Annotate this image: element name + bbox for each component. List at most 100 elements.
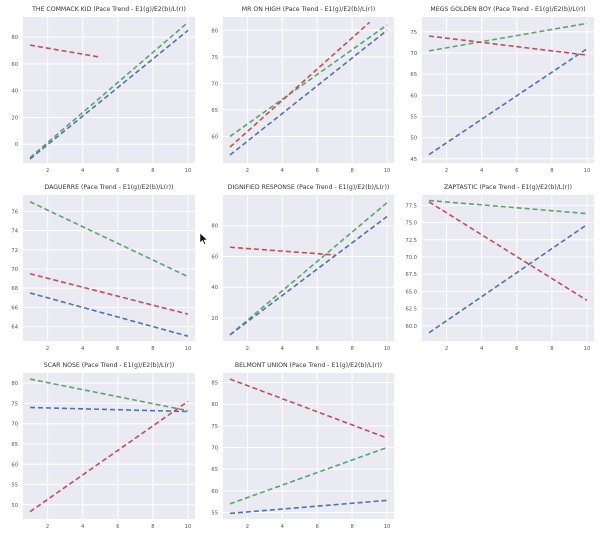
- series-line-e2: [229, 215, 388, 336]
- subplot: 2 4 6 8 10 60 65 70 75 80 MR ON HIGH (Pace Trend -…: [211, 6, 394, 174]
- y-tick-label: 75: [211, 424, 218, 430]
- plot-area: [422, 17, 594, 163]
- subplot: 2 4 6 8 10 55 60 65 70 75 80 85 BELMONT UNION (Pace …: [211, 362, 394, 530]
- subplot: 2 4 6 8 10 20 40 60 80 DIGNIFIED RESPONSE (Pace T…: [211, 184, 394, 352]
- y-tick-label: 68: [11, 286, 18, 292]
- x-tick-label: 2: [246, 346, 249, 352]
- subplot: 2 4 6 8 10 60.0 62.5 65.0 67.5 70.0 72.5 75.0 77.5 ZA…: [405, 184, 594, 352]
- x-tick-label: 8: [350, 524, 353, 530]
- x-tick-label: 8: [350, 346, 353, 352]
- series-line-e1: [229, 446, 388, 505]
- y-tick-label: 67.5: [405, 272, 417, 278]
- x-tick-label: 10: [185, 524, 192, 530]
- series-line-l: [229, 21, 371, 148]
- x-tick-label: 8: [550, 168, 553, 174]
- x-tick-label: 4: [480, 168, 484, 174]
- y-tick-label: 75.0: [405, 221, 417, 227]
- x-tick-label: 2: [445, 168, 448, 174]
- x-tick-label: 4: [480, 346, 484, 352]
- series-line-e1: [428, 199, 588, 215]
- y-tick-label: 72: [11, 248, 18, 254]
- y-tick-label: 60: [211, 134, 218, 140]
- y-tick-label: 20: [11, 115, 18, 121]
- x-tick-label: 10: [384, 346, 391, 352]
- x-tick-label: 4: [281, 524, 285, 530]
- y-tick-label: 66: [11, 305, 18, 311]
- x-tick-label: 6: [116, 346, 119, 352]
- y-tick-label: 60: [410, 93, 417, 99]
- series-line-e2: [229, 29, 388, 156]
- x-tick-label: 10: [584, 168, 591, 174]
- x-tick-label: 10: [384, 524, 391, 530]
- y-tick-label: 65.0: [405, 289, 417, 295]
- x-tick-label: 8: [350, 168, 353, 174]
- y-tick-label: 55: [410, 114, 417, 120]
- subplot-title: MR ON HIGH (Pace Trend - E1(g)/E2(b)/L(r…: [242, 6, 376, 13]
- y-tick-label: 60: [11, 462, 18, 468]
- y-tick-label: 85: [211, 381, 218, 387]
- series-line-e1: [229, 202, 388, 336]
- series-line-e1: [29, 21, 189, 159]
- y-tick-label: 55: [211, 511, 218, 517]
- subplot: 2 4 6 8 10 50 55 60 65 70 75 80 SCAR NOSE (Pace Tren…: [11, 362, 195, 530]
- series-line-l: [428, 35, 588, 56]
- y-tick-label: 77.5: [405, 203, 417, 209]
- x-tick-label: 8: [151, 168, 154, 174]
- y-tick-label: 60: [211, 489, 218, 495]
- x-tick-label: 2: [46, 524, 49, 530]
- series-line-e2: [29, 292, 189, 337]
- y-tick-label: 40: [11, 89, 18, 95]
- x-tick-label: 4: [81, 346, 85, 352]
- y-tick-label: 70: [11, 422, 18, 428]
- plot-area: [23, 373, 195, 519]
- y-tick-label: 45: [410, 157, 417, 163]
- y-tick-label: 20: [211, 316, 218, 322]
- x-tick-label: 6: [515, 346, 518, 352]
- series-line-l: [29, 272, 189, 315]
- y-tick-label: 70.0: [405, 255, 417, 261]
- y-tick-label: 75: [211, 55, 218, 61]
- y-tick-label: 80: [11, 381, 18, 387]
- y-tick-label: 70: [410, 51, 417, 57]
- y-tick-label: 70: [211, 81, 218, 87]
- y-tick-label: 62.5: [405, 307, 417, 313]
- x-tick-label: 6: [515, 168, 518, 174]
- series-line-e1: [29, 201, 189, 278]
- subplot-title: BELMONT UNION (Pace Trend - E1(g)/E2(b)/…: [235, 362, 382, 369]
- series-line-e2: [229, 499, 388, 515]
- y-tick-label: 80: [211, 402, 218, 408]
- x-tick-label: 4: [81, 168, 85, 174]
- y-tick-label: 60: [11, 62, 18, 68]
- series-line-l: [229, 378, 388, 439]
- y-tick-label: 75: [11, 401, 18, 407]
- plot-area: [23, 195, 195, 341]
- subplot-title: SCAR NOSE (Pace Trend - E1(g)/E2(b)/L(r)…: [44, 362, 175, 369]
- y-tick-label: 80: [211, 224, 218, 230]
- y-tick-label: 75: [410, 30, 417, 36]
- plot-area: [422, 195, 594, 341]
- y-tick-label: 40: [211, 285, 218, 291]
- subplot-title: MEGS GOLDEN BOY (Pace Trend - E1(g)/E2(b…: [430, 6, 585, 13]
- y-tick-label: 65: [11, 442, 18, 448]
- series-line-l: [29, 400, 189, 513]
- y-tick-label: 55: [11, 483, 18, 489]
- y-tick-label: 72.5: [405, 238, 417, 244]
- x-tick-label: 8: [550, 346, 553, 352]
- y-tick-label: 64: [11, 325, 18, 331]
- series-line-e1: [229, 24, 388, 138]
- subplot: 2 4 6 8 10 0 20 40 60 80 THE COMMACK KID (Pace Tre…: [11, 6, 195, 174]
- series-line-e1: [428, 22, 588, 52]
- subplot-title: DAGUERRE (Pace Trend - E1(g)/E2(b)/L(r)): [44, 184, 173, 191]
- x-tick-label: 6: [316, 524, 319, 530]
- subplot-title: ZAPTASTIC (Pace Trend - E1(g)/E2(b)/L(r)…: [444, 184, 572, 191]
- series-line-l: [29, 44, 101, 58]
- y-tick-label: 65: [211, 467, 218, 473]
- y-tick-label: 50: [410, 136, 417, 142]
- y-tick-label: 76: [11, 209, 18, 215]
- x-tick-label: 8: [151, 524, 154, 530]
- y-tick-label: 70: [11, 267, 18, 273]
- x-tick-label: 4: [81, 524, 85, 530]
- plot-area: [223, 373, 394, 519]
